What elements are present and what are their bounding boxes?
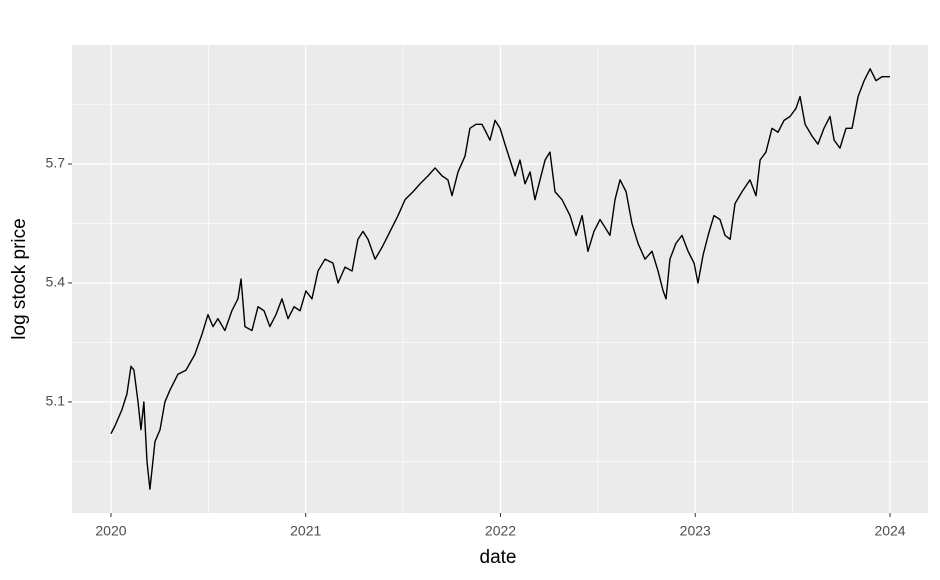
y-tick-label: 5.7 xyxy=(46,155,66,171)
y-tick-label: 5.4 xyxy=(46,274,66,290)
y-axis-title: log stock price xyxy=(9,218,30,339)
x-tick-label: 2023 xyxy=(680,523,711,539)
x-tick-label: 2021 xyxy=(290,523,321,539)
x-axis-title: date xyxy=(480,547,517,568)
price-line xyxy=(110,68,891,490)
x-tick-label: 2022 xyxy=(485,523,516,539)
y-tick-label: 5.1 xyxy=(46,393,66,409)
x-tick-label: 2020 xyxy=(95,523,126,539)
x-tick-label: 2024 xyxy=(874,523,905,539)
